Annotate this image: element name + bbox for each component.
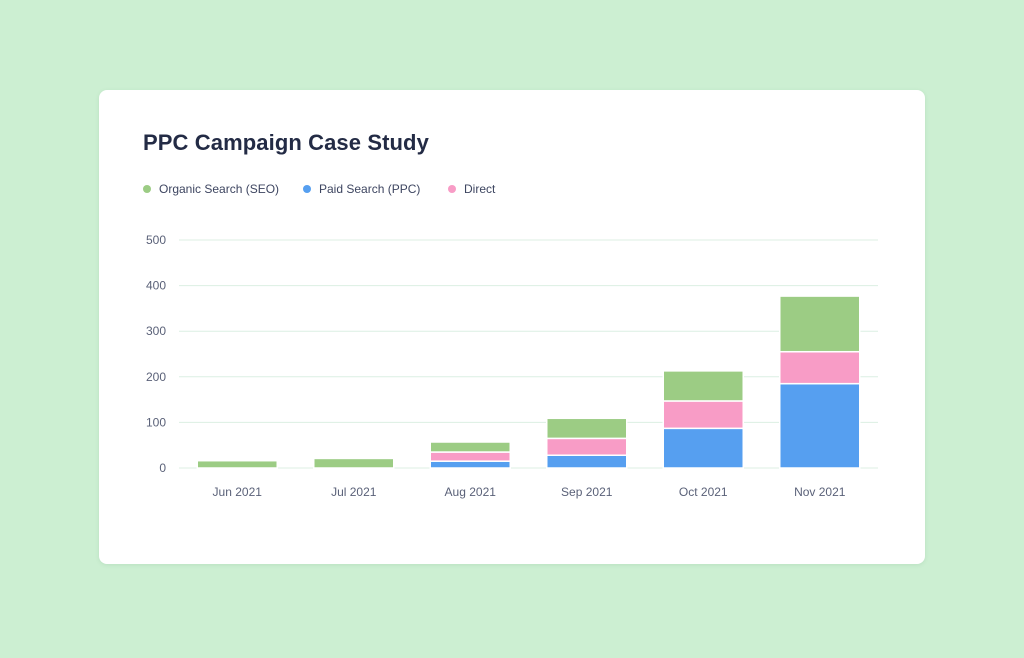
y-tick-label-400: 400	[146, 279, 166, 293]
x-tick-label-jun-2021: Jun 2021	[213, 485, 263, 499]
bar-direct-sep-2021[interactable]	[546, 437, 628, 456]
bar-direct-oct-2021[interactable]	[662, 400, 744, 430]
legend-label-direct: Direct	[464, 182, 496, 196]
bar-paid-search-ppc-nov-2021[interactable]	[779, 382, 861, 469]
legend-item-organic-search[interactable]: Organic Search (SEO)	[143, 182, 279, 196]
y-tick-label-200: 200	[146, 370, 166, 384]
bar-direct-aug-2021[interactable]	[429, 451, 511, 462]
legend-label-paid-search: Paid Search (PPC)	[319, 182, 421, 196]
bar-organic-search-seo-jul-2021[interactable]	[313, 457, 395, 469]
bar-direct-nov-2021[interactable]	[779, 350, 861, 385]
x-tick-label-nov-2021: Nov 2021	[794, 485, 846, 499]
x-tick-label-aug-2021: Aug 2021	[445, 485, 497, 499]
y-tick-label-100: 100	[146, 415, 166, 429]
legend-label-organic-search: Organic Search (SEO)	[159, 182, 280, 196]
bar-organic-search-seo-jun-2021[interactable]	[196, 459, 278, 469]
y-tick-label-300: 300	[146, 324, 166, 338]
legend-marker-direct	[448, 185, 456, 193]
bar-organic-search-seo-sep-2021[interactable]	[546, 417, 628, 440]
chart-card: PPC Campaign Case Study Organic Search (…	[99, 90, 925, 564]
y-tick-label-500: 500	[146, 233, 166, 247]
bar-organic-search-seo-nov-2021[interactable]	[779, 295, 861, 353]
legend-marker-paid-search	[303, 185, 311, 193]
chart-title: PPC Campaign Case Study	[143, 130, 429, 155]
x-tick-label-jul-2021: Jul 2021	[331, 485, 377, 499]
stacked-bar-chart: 0 100 200 300 400 500 Jun 2021 Jul 2021 Aug 2021…	[146, 233, 878, 499]
bar-paid-search-ppc-oct-2021[interactable]	[662, 427, 744, 469]
y-tick-label-0: 0	[159, 461, 166, 475]
legend-item-direct[interactable]: Direct	[448, 182, 495, 196]
bar-paid-search-ppc-sep-2021[interactable]	[546, 454, 628, 469]
x-tick-label-sep-2021: Sep 2021	[561, 485, 613, 499]
legend-item-paid-search[interactable]: Paid Search (PPC)	[303, 182, 420, 196]
bar-paid-search-ppc-aug-2021[interactable]	[429, 460, 511, 469]
x-tick-label-oct-2021: Oct 2021	[679, 485, 728, 499]
legend-marker-organic-search	[143, 185, 151, 193]
bar-organic-search-seo-aug-2021[interactable]	[429, 441, 511, 453]
bar-organic-search-seo-oct-2021[interactable]	[662, 370, 744, 402]
